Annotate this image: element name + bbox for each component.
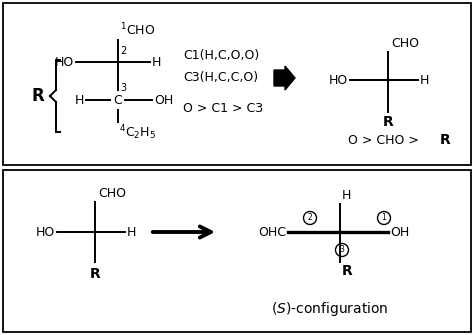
Text: O > CHO >: O > CHO > (348, 134, 423, 146)
Text: H: H (127, 225, 137, 239)
Text: 3: 3 (339, 246, 345, 255)
Text: 2: 2 (120, 46, 126, 56)
Text: H: H (342, 189, 351, 202)
Text: C: C (114, 93, 122, 107)
Text: R: R (383, 115, 393, 129)
Text: R: R (32, 87, 45, 105)
Text: R: R (440, 133, 451, 147)
Text: OH: OH (154, 93, 173, 107)
Text: R: R (90, 267, 100, 281)
Text: CHO: CHO (391, 37, 419, 50)
Text: H: H (74, 93, 84, 107)
Text: HO: HO (55, 56, 74, 68)
Bar (3, 3, 471, 165)
Text: C3(H,C,C,O): C3(H,C,C,O) (183, 71, 258, 84)
Text: CHO: CHO (98, 187, 126, 200)
Polygon shape (274, 66, 295, 90)
Text: O > C1 > C3: O > C1 > C3 (183, 102, 263, 115)
Text: H: H (152, 56, 161, 68)
Text: $(S)$-configuration: $(S)$-configuration (271, 300, 389, 318)
Text: $^1$CHO: $^1$CHO (120, 21, 155, 38)
Text: 3: 3 (120, 83, 126, 93)
Text: HO: HO (329, 73, 348, 86)
Bar (3, 170, 471, 332)
Text: 2: 2 (308, 213, 312, 222)
Text: OH: OH (390, 225, 409, 239)
Text: H: H (420, 73, 429, 86)
Text: OHC: OHC (258, 225, 286, 239)
Text: C1(H,C,O,O): C1(H,C,O,O) (183, 49, 259, 62)
Text: HO: HO (36, 225, 55, 239)
Text: 1: 1 (382, 213, 386, 222)
Text: $^4$C$_2$H$_5$: $^4$C$_2$H$_5$ (119, 123, 156, 142)
Text: R: R (342, 264, 353, 278)
